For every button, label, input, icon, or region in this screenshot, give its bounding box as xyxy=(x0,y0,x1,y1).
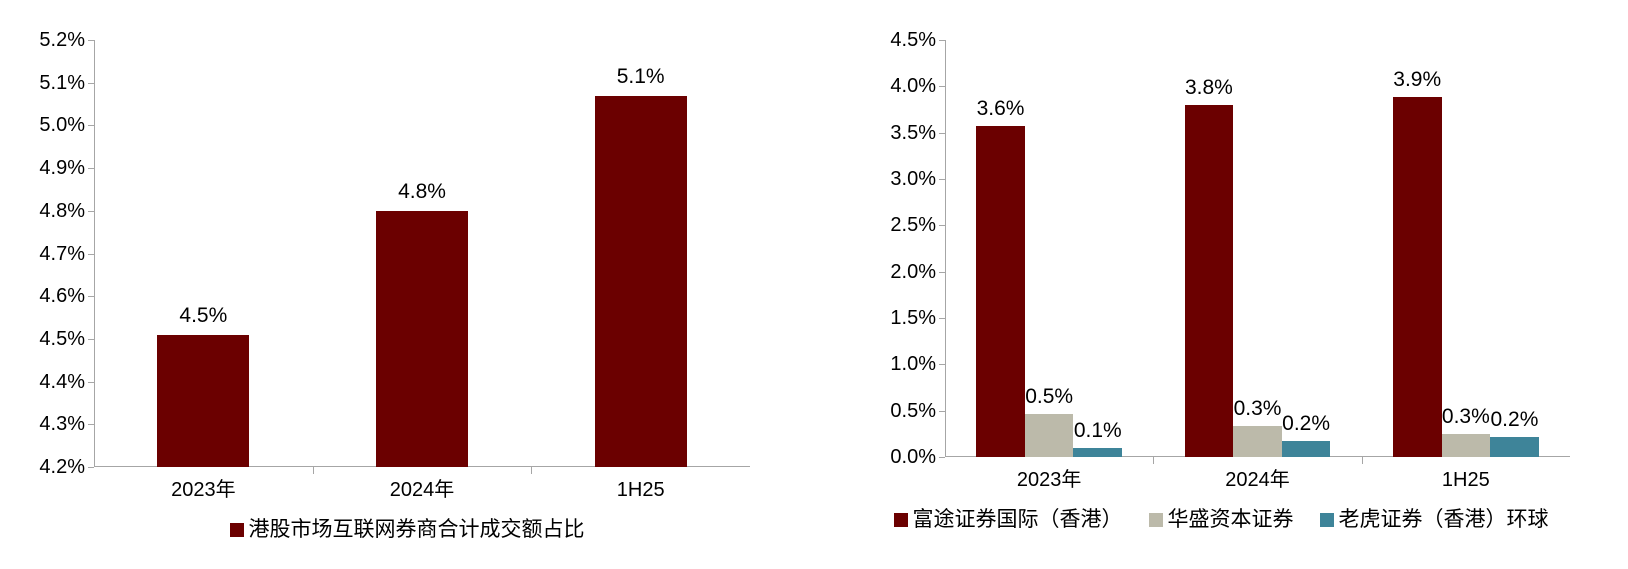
left-y-tick-label: 4.5% xyxy=(39,327,85,350)
left-y-tick xyxy=(88,296,94,298)
bar-value-label-left-s0-c0: 4.5% xyxy=(179,303,228,327)
legend-label: 老虎证券（香港）环球 xyxy=(1338,508,1549,531)
left-y-tick-label: 4.8% xyxy=(39,199,85,222)
left-y-tick xyxy=(88,40,94,41)
left-y-tick-label: 4.4% xyxy=(39,370,85,393)
legend-entry-right-0[interactable]: 富途证券国际（香港） xyxy=(893,508,1123,531)
legend-label: 港股市场互联网券商合计成交额占比 xyxy=(248,518,585,541)
left-plot-area: 4.2% 4.3% 4.4% 4.5% 4.6% 4.7% 4.8% 4.9% 5.0% 5.1%… xyxy=(39,30,750,500)
right-y-tick xyxy=(939,457,945,458)
legend-entry-left-0[interactable]: 港股市场互联网券商合计成交额占比 xyxy=(229,518,585,541)
left-y-tick xyxy=(88,82,94,84)
bar-value-label-right-s2-c1: 0.2% xyxy=(1282,412,1331,436)
left-y-tick xyxy=(88,338,94,340)
bar-right-s0-c1 xyxy=(1184,104,1234,457)
left-y-tick-label: 5.1% xyxy=(39,71,85,94)
left-x-category-label: 1H25 xyxy=(616,479,665,501)
right-y-tick xyxy=(939,318,945,319)
left-y-tick xyxy=(88,210,94,212)
legend-label: 华盛资本证券 xyxy=(1167,508,1294,531)
right-y-tick-label: 2.5% xyxy=(890,214,936,237)
left-chart-panel: 4.2% 4.3% 4.4% 4.5% 4.6% 4.7% 4.8% 4.9% 5.0% 5.1%… xyxy=(0,30,814,540)
left-y-tick xyxy=(88,381,94,383)
right-y-tick-label: 3.0% xyxy=(890,168,936,190)
right-y-tick-label: 0.0% xyxy=(890,446,936,468)
left-y-tick xyxy=(88,467,94,468)
right-y-tick-label: 2.0% xyxy=(890,260,936,283)
bar-right-s2-c1 xyxy=(1281,441,1331,457)
right-chart-legend: 富途证券国际（香港） 华盛资本证券 老虎证券（香港）环球 xyxy=(814,509,1628,530)
left-y-tick-label: 4.9% xyxy=(39,157,85,180)
right-y-tick-label: 1.0% xyxy=(890,353,936,376)
bar-right-s2-c2 xyxy=(1490,436,1539,457)
left-y-axis-line xyxy=(94,40,95,467)
legend-swatch-icon xyxy=(1319,512,1334,527)
right-plot-area: 0.0% 0.5% 1.0% 1.5% 2.0% 2.5% 3.0% 3.5% 4.0% 4.5%… xyxy=(890,30,1570,490)
right-chart-panel: 0.0% 0.5% 1.0% 1.5% 2.0% 2.5% 3.0% 3.5% 4.0% 4.5%… xyxy=(814,0,1628,569)
right-y-tick xyxy=(939,271,945,273)
right-x-tick xyxy=(1361,457,1363,464)
right-y-tick-label: 3.5% xyxy=(890,121,936,144)
bar-value-label-right-s0-c2: 3.9% xyxy=(1393,68,1442,92)
left-y-tick-label: 5.0% xyxy=(39,114,85,137)
bar-right-s1-c2 xyxy=(1441,433,1491,457)
right-x-category-label: 2023年 xyxy=(1016,469,1082,491)
bar-right-s0-c0 xyxy=(976,126,1025,457)
left-y-tick-label: 4.3% xyxy=(39,413,85,436)
left-y-tick-label: 5.2% xyxy=(39,29,85,51)
bar-left-s0-c2 xyxy=(594,95,687,467)
right-y-tick xyxy=(939,410,945,412)
left-x-tick xyxy=(531,467,533,474)
right-x-category-label: 1H25 xyxy=(1441,469,1490,491)
right-y-tick xyxy=(939,86,945,88)
bar-right-s1-c0 xyxy=(1024,414,1074,457)
left-chart-legend: 港股市场互联网券商合计成交额占比 xyxy=(0,519,814,540)
right-y-tick xyxy=(939,40,945,41)
left-x-category-label: 2024年 xyxy=(389,479,455,501)
legend-entry-right-2[interactable]: 老虎证券（香港）环球 xyxy=(1319,508,1549,531)
right-y-tick xyxy=(939,132,945,134)
right-y-tick-label: 4.0% xyxy=(890,75,936,98)
left-y-tick xyxy=(88,125,94,127)
legend-entry-right-1[interactable]: 华盛资本证券 xyxy=(1148,508,1294,531)
right-y-tick xyxy=(939,179,945,180)
bar-value-label-right-s1-c2: 0.3% xyxy=(1441,404,1490,428)
right-x-category-label: 2024年 xyxy=(1225,469,1290,491)
left-x-tick xyxy=(312,467,314,474)
left-y-tick-label: 4.6% xyxy=(39,285,85,308)
right-y-tick-label: 0.5% xyxy=(890,399,936,422)
left-x-category-label: 2023年 xyxy=(171,479,236,501)
legend-label: 富途证券国际（香港） xyxy=(912,508,1123,531)
right-y-tick xyxy=(939,364,945,366)
bar-value-label-right-s1-c1: 0.3% xyxy=(1233,397,1282,421)
left-y-tick xyxy=(88,253,94,255)
right-y-tick-label: 1.5% xyxy=(890,307,936,329)
left-y-tick-label: 4.2% xyxy=(39,456,85,478)
left-y-tick xyxy=(88,168,94,170)
right-y-axis-line xyxy=(945,40,946,457)
bar-left-s0-c1 xyxy=(376,210,468,467)
right-x-tick xyxy=(1153,457,1155,464)
bar-value-label-right-s2-c2: 0.2% xyxy=(1490,407,1539,431)
legend-swatch-icon xyxy=(1148,512,1163,527)
bar-right-s2-c0 xyxy=(1073,447,1123,457)
left-y-tick xyxy=(88,424,94,426)
bar-value-label-left-s0-c1: 4.8% xyxy=(398,179,446,203)
bar-right-s1-c1 xyxy=(1233,426,1282,457)
bar-left-s0-c0 xyxy=(157,334,250,467)
bar-value-label-right-s0-c0: 3.6% xyxy=(976,97,1025,121)
bar-value-label-right-s0-c1: 3.8% xyxy=(1184,75,1233,99)
right-y-tick xyxy=(939,225,945,227)
bar-value-label-right-s2-c0: 0.1% xyxy=(1073,418,1122,442)
bar-right-s0-c2 xyxy=(1392,97,1442,457)
legend-swatch-icon xyxy=(893,512,908,527)
bar-value-label-left-s0-c2: 5.1% xyxy=(616,64,665,88)
legend-swatch-icon xyxy=(229,522,244,537)
right-y-tick-label: 4.5% xyxy=(890,29,936,51)
left-y-tick-label: 4.7% xyxy=(39,242,85,265)
bar-value-label-right-s1-c0: 0.5% xyxy=(1025,385,1074,409)
